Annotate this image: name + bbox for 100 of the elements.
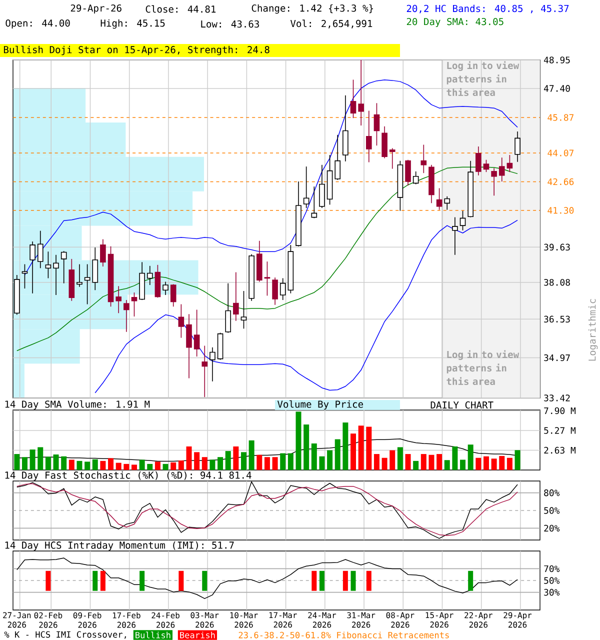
candlestick [30,241,36,294]
candlestick [60,250,67,284]
y-tick-label: 38.08 [544,278,570,286]
candlestick [194,309,200,357]
candlestick [124,300,130,332]
text: DAILY CHART [430,401,494,409]
ref-line-label: 41.30 [548,207,574,214]
bar [30,450,36,470]
bar [256,454,262,470]
y-tick-label: 39.63 [544,244,570,251]
candlestick [53,254,59,296]
bar [147,464,153,470]
candlestick [280,278,286,300]
bar [162,464,168,470]
candlestick [116,286,122,314]
bar [491,458,497,470]
bar [288,453,294,470]
bar [68,460,74,470]
bar [452,446,458,470]
bar [202,457,208,470]
candlestick [498,157,505,182]
text: Close: 44.81 [146,5,216,13]
bar [218,457,224,470]
bar [248,440,254,470]
candlestick [405,159,411,186]
bar [420,454,426,470]
bar [358,426,364,470]
candlestick [460,210,466,231]
annotation: Log in to view patterns in this area [446,61,520,96]
candlestick [382,126,388,159]
candlestick [444,196,450,210]
candlestick [170,284,176,307]
candlestick [233,272,239,322]
bar [382,458,388,470]
candlestick [146,265,153,286]
candlestick [92,247,98,291]
bar [22,457,28,470]
candlestick [483,159,490,172]
candlestick [350,79,356,118]
bar [139,460,145,470]
bar [178,460,184,470]
candlestick [84,264,90,305]
candlestick [272,277,278,306]
y-tick-label: 70% [544,565,560,572]
y-tick-label: 36.53 [544,316,570,323]
candlestick [514,131,520,162]
bar [116,462,122,470]
bar [170,462,176,470]
bar [405,454,411,470]
bar [327,450,333,470]
chart-title: 14 Day HCS Intraday Momentum (IMI): 51.7 [5,541,234,551]
text: 20,2 HC Bands: 40.85 , 45.37 [406,4,569,14]
text: Vol: 2,654,991 [290,20,372,28]
candlestick [131,292,138,317]
bar [76,460,82,470]
candlestick [366,110,372,163]
text: Volume By Price [277,400,363,410]
candlestick [162,281,168,296]
bar [280,453,286,470]
bar [342,422,348,470]
candlestick [311,186,318,219]
candlestick [22,264,28,289]
text: Bullish [136,632,170,638]
y-tick-label: 50% [544,507,560,514]
candlestick [178,304,184,338]
candlestick [76,264,82,288]
candlestick [225,282,232,334]
bar [444,460,450,470]
candlestick [45,251,52,279]
bar [390,450,396,470]
bar [468,444,474,470]
y-tick-label: 20% [544,524,560,532]
candlestick [506,154,513,172]
ref-line-label: 44.07 [548,150,574,156]
bar [92,459,98,470]
bar [436,454,442,470]
candlestick [420,144,427,174]
candlestick [240,290,247,330]
candlestick [476,146,482,176]
bar [483,456,489,470]
bar [514,450,520,470]
chart-title: Bullish Doji Star on 15-Apr-26, Strength: 24.8 [4,46,270,56]
bar [311,443,317,470]
bar [194,452,200,470]
bar [124,464,130,470]
candlestick [334,134,341,180]
bar [397,447,403,470]
bar [499,456,505,470]
bar [131,464,137,470]
bar [506,458,512,470]
candlestick [436,188,442,210]
y-tick-label: 30% [544,588,560,596]
candlestick [100,238,106,267]
candlestick [374,102,380,146]
text: Open: 44.00 [6,19,70,29]
bar [296,412,302,470]
candlestick [358,60,364,126]
bar [154,462,160,470]
candlestick [264,261,270,296]
bar [210,460,216,470]
